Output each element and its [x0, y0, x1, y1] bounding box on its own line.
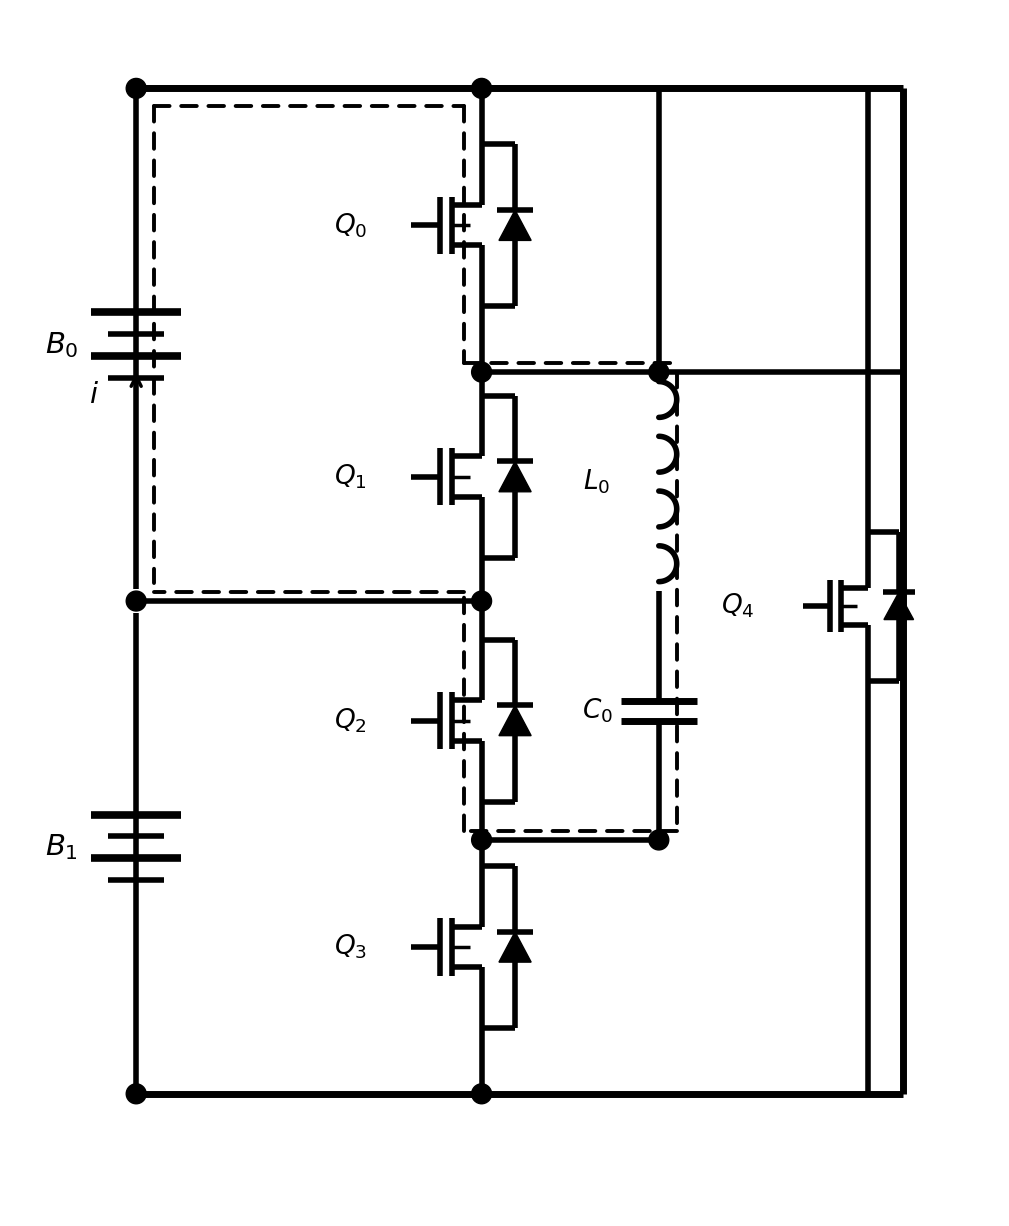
Circle shape: [126, 1084, 146, 1103]
Polygon shape: [499, 461, 531, 492]
Text: $Q_2$: $Q_2$: [334, 706, 367, 734]
Text: $i$: $i$: [90, 380, 99, 409]
Text: $Q_4$: $Q_4$: [721, 592, 755, 620]
Text: $B_1$: $B_1$: [45, 832, 78, 862]
Text: $C_0$: $C_0$: [581, 696, 612, 725]
Polygon shape: [884, 592, 913, 619]
Polygon shape: [499, 210, 531, 240]
Circle shape: [649, 362, 669, 383]
Circle shape: [471, 362, 491, 383]
Text: $Q_1$: $Q_1$: [334, 462, 367, 490]
Circle shape: [471, 591, 491, 611]
Circle shape: [471, 78, 491, 98]
Polygon shape: [499, 932, 531, 962]
Circle shape: [471, 1084, 491, 1103]
Text: $B_0$: $B_0$: [44, 330, 79, 359]
Text: $Q_3$: $Q_3$: [334, 933, 367, 961]
Text: $Q_0$: $Q_0$: [334, 211, 367, 239]
Circle shape: [471, 830, 491, 850]
Circle shape: [649, 830, 669, 850]
Circle shape: [126, 591, 146, 611]
Circle shape: [126, 78, 146, 98]
Polygon shape: [499, 705, 531, 736]
Text: $L_0$: $L_0$: [583, 467, 610, 495]
